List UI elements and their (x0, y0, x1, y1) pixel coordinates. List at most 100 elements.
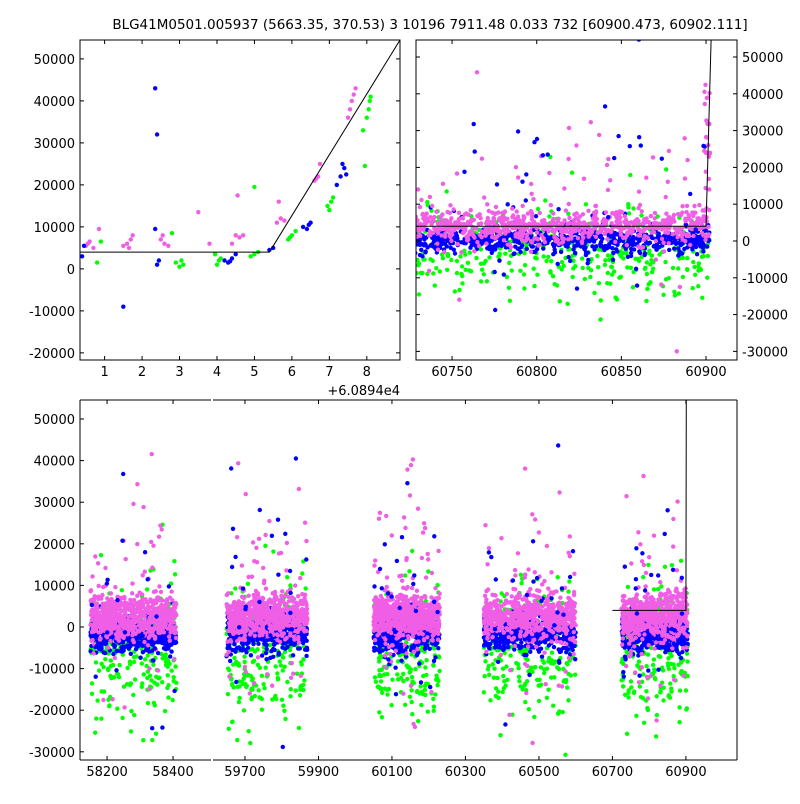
data-point-green (625, 265, 630, 270)
data-point-blue (114, 668, 119, 673)
data-point-magenta (166, 243, 171, 248)
data-point-magenta (169, 612, 175, 617)
data-point-green (267, 642, 273, 648)
data-point-magenta (278, 216, 283, 221)
data-point-magenta (99, 619, 105, 625)
data-point-blue (238, 647, 243, 653)
data-point-green (607, 257, 612, 262)
data-point-blue (637, 249, 642, 254)
data-point-magenta (569, 236, 574, 241)
data-point-magenta (236, 461, 241, 466)
data-point-blue (558, 249, 564, 255)
data-point-blue (81, 243, 87, 248)
data-point-magenta (151, 589, 157, 595)
data-point-green (444, 189, 449, 194)
data-point-blue (502, 241, 507, 247)
data-point-magenta (115, 625, 121, 631)
data-point-green (134, 654, 139, 659)
data-point-magenta (439, 233, 444, 238)
data-point-blue (452, 251, 458, 256)
data-point-magenta (103, 620, 109, 626)
data-point-blue (89, 602, 95, 608)
y-tick-label: 0 (742, 235, 750, 250)
data-point-green (416, 271, 419, 276)
points (80, 40, 400, 309)
data-point-green (212, 252, 218, 257)
data-point-green (422, 257, 427, 262)
data-point-blue (233, 649, 238, 654)
data-point-green (618, 254, 624, 259)
data-point-green (603, 258, 608, 263)
data-point-blue (257, 599, 262, 605)
data-point-magenta (261, 565, 266, 571)
data-point-green (596, 247, 602, 252)
data-point-blue (602, 104, 608, 109)
y-tick-label: 50000 (34, 413, 75, 428)
data-point-blue (516, 246, 521, 251)
x-tick-label: 8 (363, 365, 371, 380)
data-point-magenta (247, 691, 252, 696)
data-point-green (546, 254, 551, 260)
data-point-magenta (85, 241, 91, 246)
data-point-magenta (196, 210, 201, 215)
data-point-magenta (541, 221, 546, 226)
data-point-green (107, 703, 112, 709)
data-point-green (541, 254, 546, 259)
data-point-blue (634, 283, 640, 288)
data-point-magenta (163, 621, 168, 627)
data-point-magenta (121, 243, 126, 248)
data-point-green (549, 259, 554, 264)
data-point-magenta (168, 623, 173, 628)
data-point-blue (283, 531, 288, 536)
data-point-magenta (650, 155, 656, 160)
data-point-green (592, 290, 597, 296)
data-point-magenta (476, 243, 482, 249)
data-point-blue (573, 250, 578, 256)
data-point-green (166, 695, 171, 700)
data-point-magenta (571, 218, 577, 223)
data-point-green (628, 172, 633, 178)
data-point-green (280, 668, 285, 673)
data-point-magenta (280, 589, 285, 594)
data-point-blue (434, 237, 439, 243)
data-point-magenta (694, 220, 700, 225)
data-point-green (216, 258, 222, 263)
data-point-green (101, 689, 107, 694)
data-point-green (282, 708, 287, 713)
data-point-magenta (225, 639, 230, 644)
data-point-green (147, 673, 153, 678)
y-tick-label: -30000 (742, 345, 788, 360)
data-point-magenta (130, 581, 135, 586)
data-point-magenta (462, 224, 467, 229)
data-point-magenta (151, 543, 156, 548)
data-point-magenta (454, 171, 460, 176)
data-point-blue (269, 533, 275, 538)
data-point-green (142, 657, 148, 662)
data-point-blue (540, 153, 546, 158)
data-point-green (643, 265, 648, 270)
y-tick-label: 40000 (34, 455, 75, 470)
data-point-green (116, 674, 122, 680)
recent-panel: 60750 60800 60850 60900-30000-20000-1000001… (415, 39, 788, 380)
data-point-blue (638, 143, 643, 148)
data-point-green (378, 679, 384, 684)
data-point-magenta (529, 181, 534, 187)
data-point-green (434, 677, 439, 682)
data-point-magenta (160, 233, 165, 238)
data-point-magenta (165, 600, 170, 606)
data-point-green (657, 252, 662, 257)
data-point-blue (121, 471, 126, 477)
data-point-magenta (484, 241, 489, 246)
data-point-blue (80, 254, 85, 259)
data-point-green (373, 679, 379, 684)
data-point-magenta (473, 226, 478, 231)
data-point-magenta (270, 613, 276, 618)
data-point-magenta (666, 148, 672, 154)
data-point-green (169, 231, 175, 236)
data-point-blue (160, 725, 165, 730)
data-point-magenta (664, 211, 669, 216)
data-point-green (507, 298, 513, 303)
data-point-green (664, 167, 669, 172)
data-point-green (557, 299, 562, 304)
data-point-green (676, 266, 681, 271)
